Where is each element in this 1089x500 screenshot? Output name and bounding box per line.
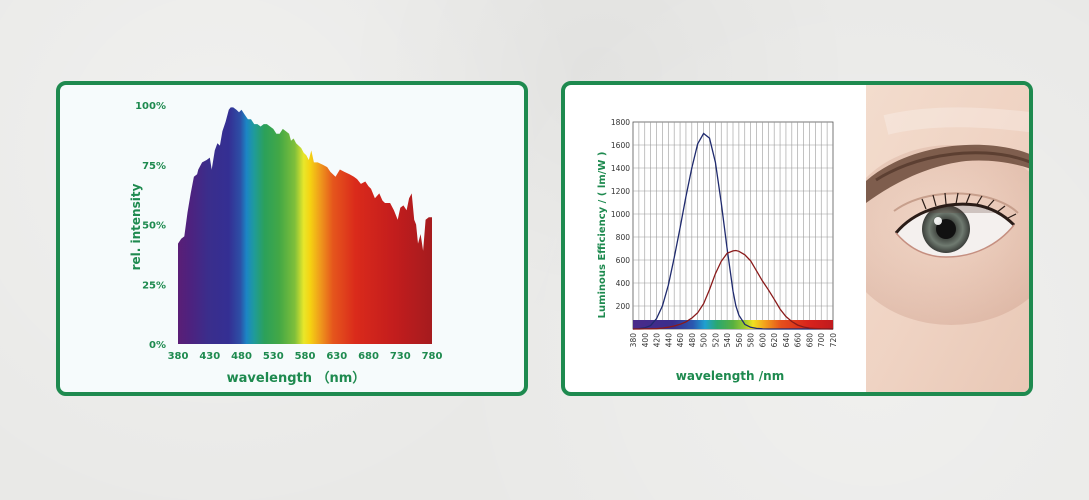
- y-tick-label: 1000: [611, 210, 630, 219]
- x-axis-label: wavelength （nm）: [227, 370, 366, 386]
- y-tick-label: 800: [616, 233, 631, 242]
- x-tick-label: 620: [770, 333, 779, 348]
- x-tick-label: 480: [231, 351, 252, 362]
- x-tick-label: 580: [295, 351, 316, 362]
- luminous-efficiency-panel: 200 400 600 800 1000 1200 1400 1600 1800 380 400 4…: [561, 81, 1033, 396]
- y-axis-label: rel. intensity: [129, 183, 143, 270]
- eye-illustration: [841, 85, 1029, 392]
- spectrum-panel: 0% 25% 50% 75% 100% 380 430 480 530 580 630 680 730…: [56, 81, 528, 396]
- x-tick-label: 700: [817, 333, 826, 348]
- x-tick-label: 440: [664, 333, 673, 348]
- x-tick-label: 530: [263, 351, 284, 362]
- y-tick-label: 25%: [142, 280, 166, 291]
- x-tick-label: 430: [199, 351, 220, 362]
- y-tick-label: 600: [616, 256, 631, 265]
- y-tick-label: 200: [616, 302, 631, 311]
- x-tick-label: 400: [641, 333, 650, 348]
- x-axis-label: wavelength /nm: [676, 369, 784, 383]
- x-tick-label: 680: [358, 351, 379, 362]
- x-tick-label: 560: [735, 333, 744, 348]
- x-tick-label: 780: [422, 351, 443, 362]
- x-tick-label: 730: [390, 351, 411, 362]
- luminous-efficiency-curve-2: [633, 249, 834, 330]
- x-tick-label: 580: [747, 333, 756, 348]
- eye-photo: [841, 85, 1029, 392]
- y-tick-label: 1200: [611, 187, 630, 196]
- y-tick-label: 75%: [142, 161, 166, 172]
- y-tick-label: 0%: [149, 340, 166, 351]
- x-tick-label: 480: [688, 333, 697, 348]
- x-tick-label: 520: [711, 333, 720, 348]
- x-tick-label: 660: [794, 333, 803, 348]
- x-tick-label: 680: [805, 333, 814, 348]
- y-tick-label: 100%: [135, 101, 166, 112]
- y-tick-label: 50%: [142, 221, 166, 232]
- x-tick-label: 380: [629, 333, 638, 348]
- x-tick-label: 420: [653, 333, 662, 348]
- x-tick-label: 380: [168, 351, 189, 362]
- x-tick-label: 460: [676, 333, 685, 348]
- x-tick-label: 720: [829, 333, 838, 348]
- luminous-efficiency-curve-1: [632, 132, 833, 330]
- y-tick-label: 1800: [611, 118, 630, 127]
- y-tick-label: 400: [616, 279, 631, 288]
- spectrum-chart: 0% 25% 50% 75% 100% 380 430 480 530 580 630 680 730…: [129, 101, 443, 386]
- x-tick-label: 500: [700, 333, 709, 348]
- spectrum-area: [178, 107, 432, 345]
- spectrum-color-bar: [633, 320, 833, 329]
- x-tick-label: 540: [723, 333, 732, 348]
- y-axis-label: Luminous Efficiency / ( lm/W ): [597, 152, 608, 319]
- y-tick-label: 1400: [611, 164, 630, 173]
- y-tick-label: 1600: [611, 141, 630, 150]
- x-tick-label: 640: [782, 333, 791, 348]
- x-tick-label: 600: [758, 333, 767, 348]
- x-tick-label: 630: [326, 351, 347, 362]
